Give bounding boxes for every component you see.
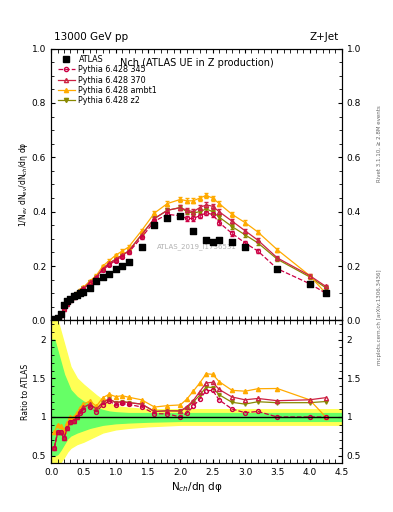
Point	[51, 315, 57, 323]
Point	[106, 270, 112, 278]
Point	[177, 211, 184, 220]
Point	[119, 262, 125, 270]
Point	[203, 236, 209, 244]
Y-axis label: Ratio to ATLAS: Ratio to ATLAS	[22, 364, 31, 420]
Point	[216, 236, 222, 244]
Text: Z+Jet: Z+Jet	[310, 32, 339, 42]
Point	[190, 227, 196, 235]
Point	[71, 292, 77, 300]
Text: 13000 GeV pp: 13000 GeV pp	[54, 32, 128, 42]
Point	[64, 297, 70, 306]
Point	[125, 258, 132, 266]
Point	[323, 289, 329, 297]
Point	[307, 280, 313, 288]
Text: mcplots.cern.ch [arXiv:1306.3436]: mcplots.cern.ch [arXiv:1306.3436]	[377, 270, 382, 365]
Legend: ATLAS, Pythia 6.428 345, Pythia 6.428 370, Pythia 6.428 ambt1, Pythia 6.428 z2: ATLAS, Pythia 6.428 345, Pythia 6.428 37…	[55, 53, 160, 108]
Point	[58, 309, 64, 317]
Point	[87, 284, 93, 292]
X-axis label: N$_{ch}$/dη dφ: N$_{ch}$/dη dφ	[171, 480, 222, 494]
Text: Rivet 3.1.10, ≥ 2.8M events: Rivet 3.1.10, ≥ 2.8M events	[377, 105, 382, 182]
Point	[138, 243, 145, 251]
Point	[112, 265, 119, 273]
Point	[77, 289, 83, 297]
Point	[274, 265, 281, 273]
Point	[242, 243, 248, 251]
Point	[100, 273, 106, 281]
Point	[209, 238, 216, 246]
Point	[67, 294, 73, 303]
Text: ATLAS_2019_I1736531: ATLAS_2019_I1736531	[156, 244, 237, 250]
Point	[54, 313, 61, 322]
Y-axis label: 1/N$_{ev}$ dN$_{ev}$/dN$_{ch}$/dη dφ: 1/N$_{ev}$ dN$_{ev}$/dN$_{ch}$/dη dφ	[17, 142, 31, 227]
Point	[229, 238, 235, 246]
Point	[93, 277, 99, 285]
Point	[164, 215, 171, 223]
Point	[74, 290, 80, 298]
Text: Nch (ATLAS UE in Z production): Nch (ATLAS UE in Z production)	[119, 58, 274, 68]
Point	[151, 221, 158, 229]
Point	[80, 288, 86, 296]
Point	[61, 302, 67, 310]
